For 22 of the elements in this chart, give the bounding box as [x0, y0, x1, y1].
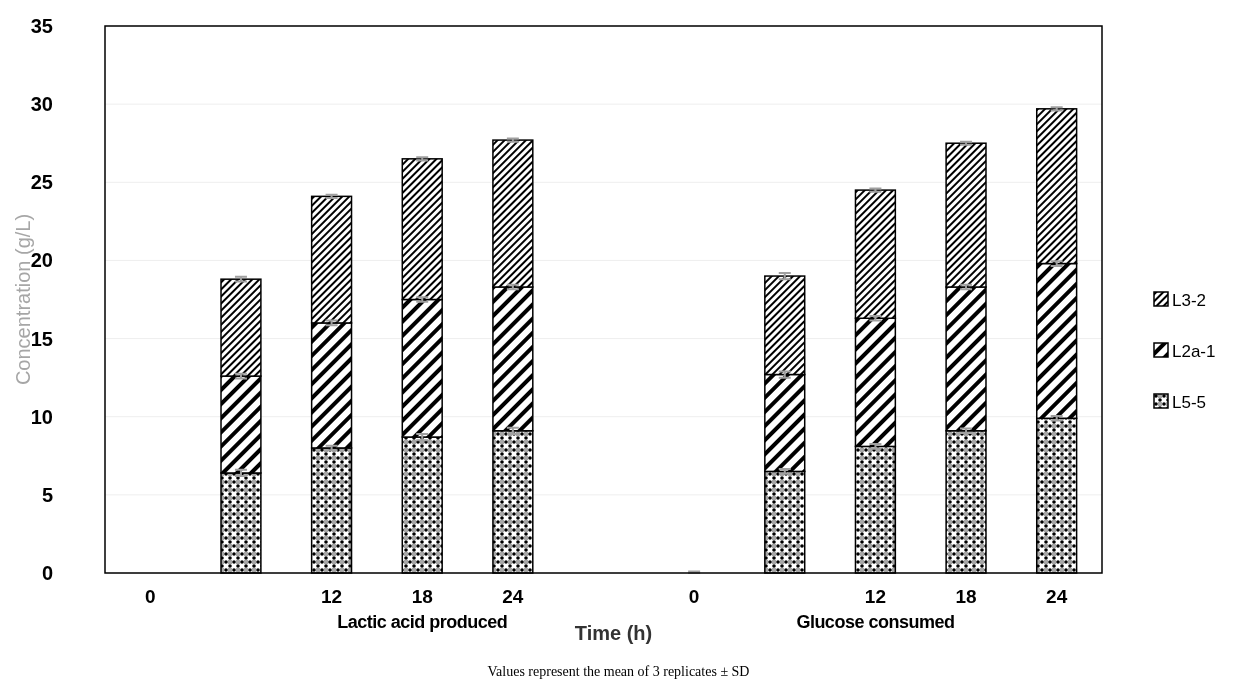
- x-tick-label: 24: [1046, 586, 1068, 607]
- legend-label: L5-5: [1172, 392, 1207, 412]
- text: Values represent the mean of 3 replicates ± SD: [487, 664, 750, 679]
- x-tick-label: 18: [955, 586, 977, 607]
- x-axis-title: Time (h): [574, 622, 653, 644]
- y-tick-label: 25: [30, 171, 53, 194]
- legend-label: L2a-1: [1172, 341, 1216, 361]
- y-tick-label: 30: [30, 93, 53, 116]
- y-tick-label: 35: [30, 15, 53, 37]
- text: Lactic acid produced: [337, 612, 508, 632]
- y-tick-label: 10: [30, 405, 53, 428]
- y-tick-label: 5: [41, 483, 53, 506]
- x-tick-label: 18: [411, 586, 433, 607]
- y-tick-label: 15: [30, 327, 53, 350]
- x-tick-label: 12: [864, 586, 886, 607]
- text: Glucose consumed: [796, 612, 955, 632]
- y-tick-label: 0: [41, 562, 53, 584]
- x-tick-label: 24: [502, 586, 524, 607]
- x-tick-label: 0: [688, 586, 700, 607]
- x-tick-label: 12: [321, 586, 343, 607]
- legend-label: L3-2: [1172, 290, 1207, 310]
- x-tick-label: 0: [145, 586, 156, 607]
